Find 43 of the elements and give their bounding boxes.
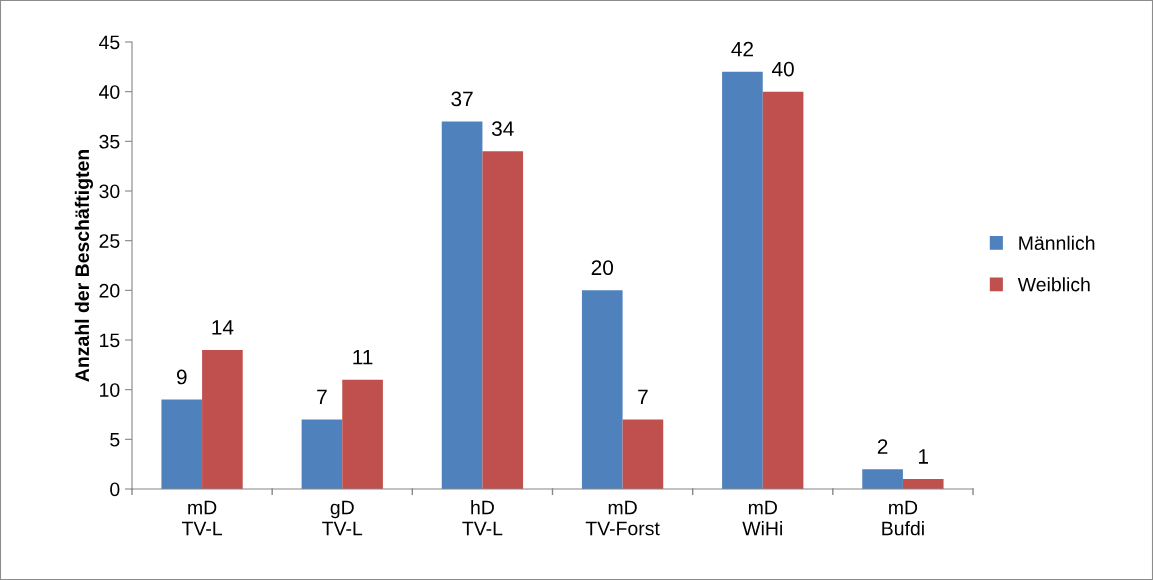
x-tick-label: mD Bufdi bbox=[882, 500, 924, 536]
x-tick-label: mD WiHi bbox=[742, 500, 782, 536]
data-label: 9 bbox=[176, 369, 187, 385]
data-label: 2 bbox=[877, 439, 888, 454]
y-tick-label: 5 bbox=[110, 433, 120, 447]
y-tick-label: 35 bbox=[99, 134, 120, 149]
x-tick-label: hD TV-L bbox=[462, 500, 503, 536]
bar bbox=[161, 399, 203, 489]
bar bbox=[482, 151, 524, 489]
y-tick-label: 25 bbox=[99, 234, 120, 248]
bar bbox=[762, 91, 804, 489]
bar bbox=[202, 349, 243, 489]
data-label: 7 bbox=[317, 389, 327, 405]
data-label: 20 bbox=[591, 260, 614, 276]
data-label: 7 bbox=[638, 389, 648, 405]
y-tick-label: 40 bbox=[99, 85, 120, 99]
bar bbox=[441, 121, 483, 489]
y-tick-label: 20 bbox=[99, 283, 120, 298]
data-label: 37 bbox=[451, 91, 473, 107]
bar bbox=[722, 71, 763, 489]
data-label: 14 bbox=[212, 320, 234, 335]
y-tick-label: 0 bbox=[110, 482, 120, 497]
data-label: 34 bbox=[491, 121, 514, 137]
data-label: 42 bbox=[731, 41, 753, 57]
data-label: 40 bbox=[771, 61, 794, 77]
y-tick-label: 45 bbox=[99, 35, 120, 50]
y-tick-label: 15 bbox=[100, 333, 120, 348]
bar bbox=[301, 419, 343, 489]
bar bbox=[622, 419, 664, 489]
x-tick-label: gD TV-L bbox=[322, 500, 363, 536]
y-axis-title: Anzahl der Beschäftigten bbox=[74, 150, 94, 382]
legend-label: Männlich bbox=[1019, 235, 1095, 250]
y-tick-label: 10 bbox=[100, 383, 120, 397]
legend-label: Weiblich bbox=[1017, 277, 1090, 292]
x-tick-label: mD TV-L bbox=[181, 500, 222, 536]
bar bbox=[342, 379, 383, 489]
data-label: 1 bbox=[919, 449, 929, 464]
bar bbox=[862, 469, 903, 489]
data-label: 11 bbox=[353, 349, 373, 365]
bar bbox=[902, 479, 944, 489]
x-tick-label: mD TV-Forst bbox=[585, 500, 660, 536]
bar bbox=[581, 290, 623, 489]
y-tick-label: 30 bbox=[99, 184, 120, 199]
